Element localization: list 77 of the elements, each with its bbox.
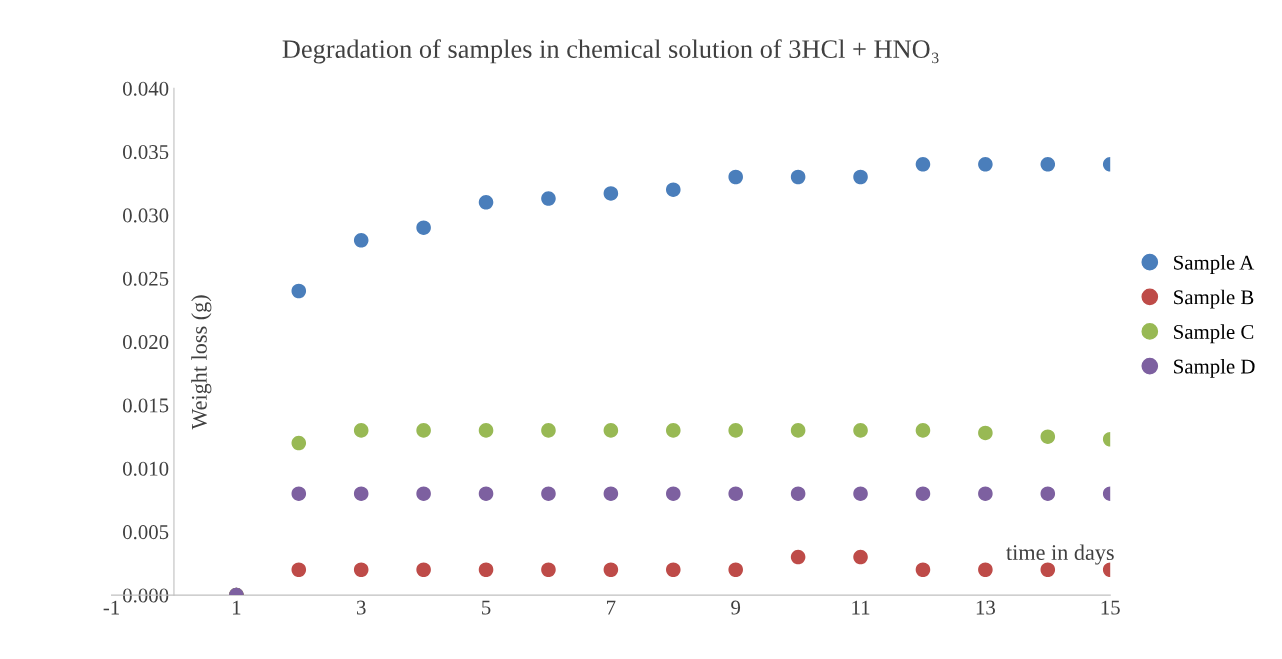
point [541, 191, 556, 206]
point [915, 157, 931, 172]
point [353, 486, 369, 502]
point [666, 423, 681, 438]
x-tick-label: 9 [731, 600, 741, 615]
point [478, 562, 494, 578]
point [853, 423, 868, 438]
point [291, 562, 307, 578]
point [790, 169, 806, 185]
point [478, 195, 494, 210]
point [853, 486, 868, 502]
x-tick-label: 7 [607, 600, 616, 615]
y-tick-label: 0.030 [123, 208, 169, 223]
point [790, 423, 806, 438]
legend-label: Sample D [1174, 358, 1255, 378]
legend-label: Sample C [1174, 324, 1254, 344]
point [666, 182, 681, 197]
point [728, 562, 743, 578]
y-tick-label: 0.000 [123, 588, 169, 603]
point [853, 549, 868, 565]
point [541, 423, 556, 438]
y-tick-label: 0.020 [123, 335, 169, 350]
point [1040, 157, 1056, 172]
point [353, 233, 369, 248]
point [978, 486, 993, 502]
point [666, 486, 681, 502]
point [478, 486, 494, 502]
x-axis-title: time in days [1006, 544, 1114, 565]
point [291, 486, 307, 502]
point [728, 486, 743, 502]
point [603, 562, 619, 578]
y-tick-label: 0.035 [123, 145, 169, 160]
point [915, 486, 931, 502]
point [353, 562, 369, 578]
x-tick-label: 11 [852, 600, 870, 615]
point [1040, 562, 1056, 578]
x-tick-label: 13 [976, 600, 995, 615]
y-tick-label: 0.040 [123, 81, 169, 96]
y-axis-title: Weight loss (g) [191, 295, 212, 430]
point [666, 562, 681, 578]
x-tick-label: 3 [356, 600, 366, 615]
point [603, 486, 619, 502]
point [978, 562, 993, 578]
point [291, 283, 307, 299]
point [541, 562, 556, 578]
point [790, 486, 806, 502]
point [353, 423, 369, 438]
x-tick-label: 15 [1101, 600, 1120, 615]
chart-title: Degradation of samples in chemical solution of 3HCl + HNO₃ [282, 39, 939, 64]
x-tick-label: -1 [103, 600, 119, 615]
point [416, 220, 431, 235]
legend-label: Sample A [1174, 255, 1255, 274]
y-tick-label: 0.015 [123, 398, 169, 413]
point [541, 486, 556, 502]
point [603, 423, 619, 438]
point [1040, 429, 1056, 444]
point [853, 169, 868, 185]
point [790, 549, 806, 565]
y-tick-label: 0.010 [123, 461, 169, 476]
point [915, 423, 931, 438]
point [728, 169, 743, 185]
point [603, 186, 619, 201]
point [978, 157, 993, 172]
point [728, 423, 743, 438]
legend-label: Sample B [1174, 289, 1254, 309]
point [291, 435, 307, 451]
point [416, 486, 431, 502]
x-tick-label: 1 [232, 600, 241, 615]
point [1040, 486, 1056, 502]
point [416, 562, 431, 578]
y-tick-label: 0.025 [123, 271, 169, 286]
point [478, 423, 494, 438]
point [915, 562, 931, 578]
point [416, 423, 431, 438]
x-tick-label: 5 [482, 600, 491, 615]
y-tick-label: 0.005 [123, 525, 169, 540]
point [978, 425, 993, 441]
